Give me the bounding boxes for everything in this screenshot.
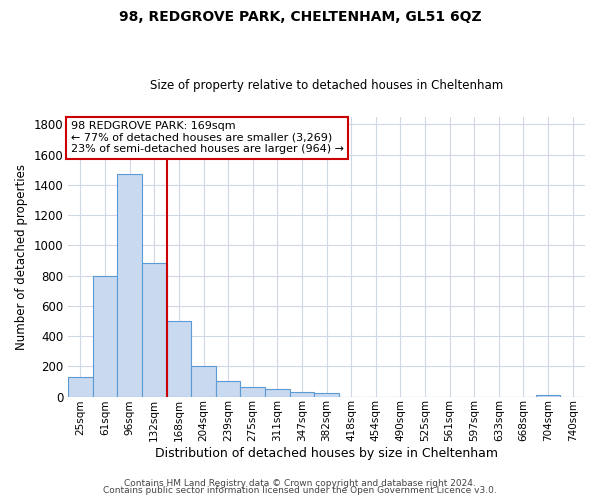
- Text: 98, REDGROVE PARK, CHELTENHAM, GL51 6QZ: 98, REDGROVE PARK, CHELTENHAM, GL51 6QZ: [119, 10, 481, 24]
- Text: 98 REDGROVE PARK: 169sqm
← 77% of detached houses are smaller (3,269)
23% of sem: 98 REDGROVE PARK: 169sqm ← 77% of detach…: [71, 121, 344, 154]
- Bar: [167, 321, 191, 396]
- Bar: [118, 174, 142, 396]
- Bar: [93, 276, 118, 396]
- Bar: [265, 389, 290, 396]
- Bar: [314, 393, 339, 396]
- Title: Size of property relative to detached houses in Cheltenham: Size of property relative to detached ho…: [150, 79, 503, 92]
- Bar: [216, 380, 241, 396]
- Bar: [536, 395, 560, 396]
- Bar: [142, 264, 167, 396]
- Text: Contains public sector information licensed under the Open Government Licence v3: Contains public sector information licen…: [103, 486, 497, 495]
- Bar: [241, 386, 265, 396]
- X-axis label: Distribution of detached houses by size in Cheltenham: Distribution of detached houses by size …: [155, 447, 498, 460]
- Y-axis label: Number of detached properties: Number of detached properties: [15, 164, 28, 350]
- Bar: [68, 377, 93, 396]
- Bar: [191, 366, 216, 396]
- Text: Contains HM Land Registry data © Crown copyright and database right 2024.: Contains HM Land Registry data © Crown c…: [124, 478, 476, 488]
- Bar: [290, 392, 314, 396]
